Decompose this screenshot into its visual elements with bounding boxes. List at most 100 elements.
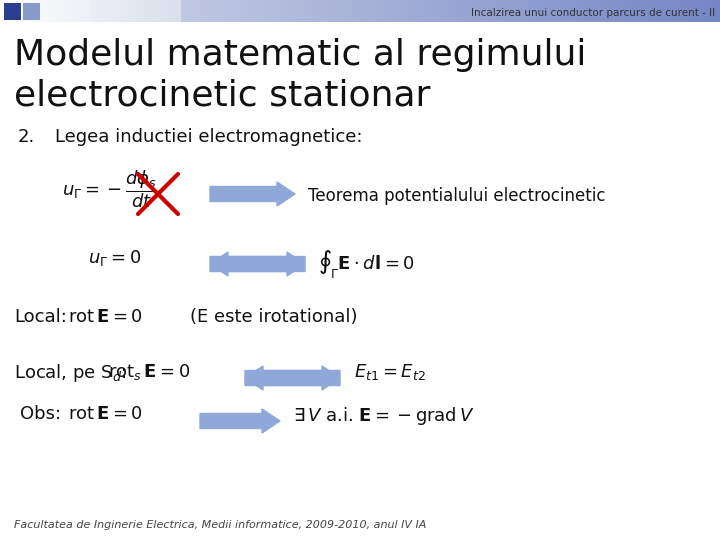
Bar [90, 0, 97, 22]
Bar [648, 0, 655, 22]
Bar [180, 0, 187, 22]
Bar [588, 0, 595, 22]
Bar [78, 0, 85, 22]
Bar [144, 0, 151, 22]
FancyArrow shape [245, 366, 340, 390]
Bar [156, 0, 163, 22]
Bar [474, 0, 481, 22]
Bar [558, 0, 565, 22]
Bar [672, 0, 679, 22]
Bar [48, 0, 55, 22]
Bar [54, 0, 61, 22]
Bar [192, 0, 199, 22]
Bar [384, 0, 391, 22]
Bar [486, 0, 493, 22]
Bar [252, 0, 259, 22]
Bar [90, 0, 97, 22]
Bar [684, 0, 691, 22]
Bar [522, 0, 529, 22]
Bar [402, 0, 409, 22]
Text: Obs:: Obs: [20, 405, 61, 423]
Bar [96, 0, 103, 22]
Text: $\exists\,V$ a.i. $\mathbf{E} = -\mathrm{grad}\,V$: $\exists\,V$ a.i. $\mathbf{E} = -\mathrm… [293, 405, 474, 427]
Bar [30, 0, 37, 22]
Bar [318, 0, 325, 22]
Bar [540, 0, 547, 22]
Text: $\mathrm{rot}_s\,\mathbf{E} = 0$: $\mathrm{rot}_s\,\mathbf{E} = 0$ [108, 362, 190, 382]
Bar [108, 0, 115, 22]
Bar [612, 0, 619, 22]
Bar [168, 0, 175, 22]
Bar [150, 0, 157, 22]
Bar [630, 0, 637, 22]
Bar [36, 0, 43, 22]
Bar [84, 0, 91, 22]
Bar [144, 0, 151, 22]
Bar [264, 0, 271, 22]
Text: $\mathrm{rot}\,\mathbf{E} = 0$: $\mathrm{rot}\,\mathbf{E} = 0$ [68, 405, 143, 423]
Bar [282, 0, 289, 22]
Bar [438, 0, 445, 22]
Bar [198, 0, 205, 22]
Bar [66, 0, 73, 22]
Bar [360, 0, 367, 22]
Bar [210, 0, 217, 22]
Bar [12, 0, 19, 22]
Bar [552, 0, 559, 22]
Text: Modelul matematic al regimului: Modelul matematic al regimului [14, 38, 586, 72]
Text: Teorema potentialului electrocinetic: Teorema potentialului electrocinetic [308, 187, 606, 205]
Bar [132, 0, 139, 22]
Bar [162, 0, 169, 22]
Bar [72, 0, 79, 22]
Bar [4, 3, 21, 20]
Bar [546, 0, 553, 22]
Text: $u_{\Gamma} = 0$: $u_{\Gamma} = 0$ [88, 248, 141, 268]
Text: (E este irotational): (E este irotational) [190, 308, 358, 326]
Bar [114, 0, 121, 22]
FancyArrow shape [210, 182, 295, 206]
Text: $u_{\Gamma} = -\dfrac{d\phi_{s}}{dt}$: $u_{\Gamma} = -\dfrac{d\phi_{s}}{dt}$ [62, 168, 158, 210]
FancyArrow shape [245, 366, 340, 390]
Bar [240, 0, 247, 22]
Bar [132, 0, 139, 22]
Bar [396, 0, 403, 22]
Bar [414, 0, 421, 22]
Bar [6, 0, 13, 22]
Bar [186, 0, 193, 22]
FancyArrow shape [210, 252, 305, 276]
Bar [138, 0, 145, 22]
Bar [306, 0, 313, 22]
Bar [66, 0, 73, 22]
Bar [12, 0, 19, 22]
Bar [342, 0, 349, 22]
Bar [258, 0, 265, 22]
Bar [96, 0, 103, 22]
Bar [462, 0, 469, 22]
Bar [120, 0, 127, 22]
Bar [606, 0, 613, 22]
Bar [162, 0, 169, 22]
Bar [564, 0, 571, 22]
Bar [120, 0, 127, 22]
Bar [408, 0, 415, 22]
Bar [150, 0, 157, 22]
Bar [60, 0, 67, 22]
Bar [498, 0, 505, 22]
Text: Local, pe $\mathrm{S}_d$:: Local, pe $\mathrm{S}_d$: [14, 362, 127, 384]
Bar [174, 0, 181, 22]
Bar [468, 0, 475, 22]
Bar [366, 0, 373, 22]
Bar [246, 0, 253, 22]
Text: $E_{t1} = E_{t2}$: $E_{t1} = E_{t2}$ [354, 362, 426, 382]
Bar [54, 0, 61, 22]
Bar [0, 0, 7, 22]
Bar [330, 0, 337, 22]
Bar [432, 0, 439, 22]
Bar [354, 0, 361, 22]
Bar [690, 0, 697, 22]
Bar [534, 0, 541, 22]
Bar [372, 0, 379, 22]
Bar [528, 0, 535, 22]
Bar [174, 0, 181, 22]
Bar [138, 0, 145, 22]
